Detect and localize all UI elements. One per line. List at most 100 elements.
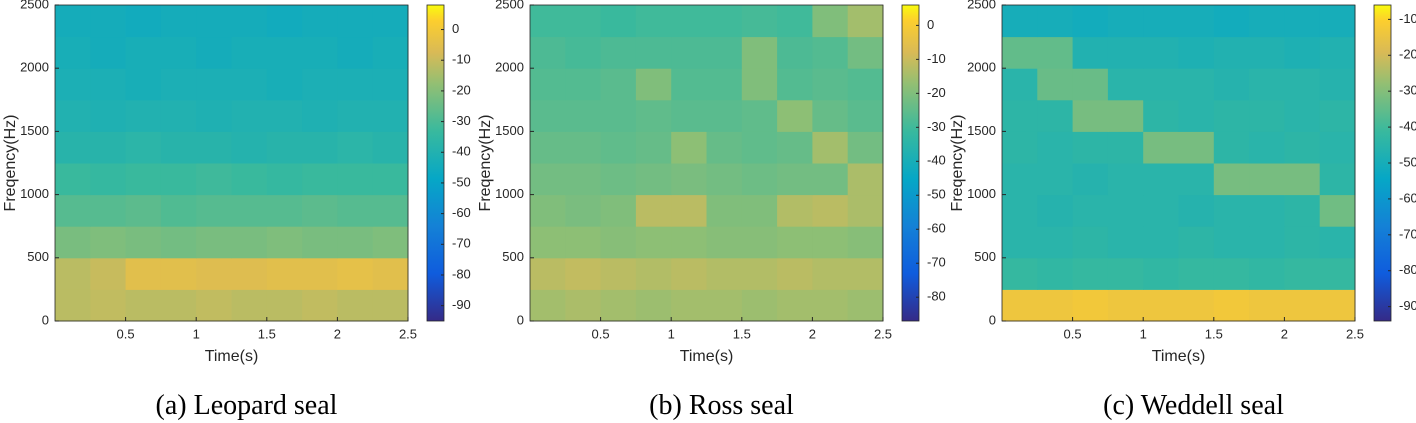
- heatmap-cell: [741, 163, 778, 196]
- heatmap-cell: [1037, 289, 1074, 322]
- colorbar-tick-label: -90: [1399, 298, 1416, 313]
- heatmap-cell: [1107, 131, 1144, 164]
- y-tick-label: 2000: [495, 60, 524, 75]
- heatmap-cell: [266, 226, 303, 259]
- heatmap-cell: [741, 99, 778, 132]
- heatmap-cell: [812, 131, 849, 164]
- heatmap-cell: [1178, 131, 1215, 164]
- heatmap-cell: [635, 68, 672, 101]
- heatmap-cell: [812, 257, 849, 290]
- heatmap-cell: [530, 68, 566, 101]
- heatmap-cell: [706, 194, 743, 227]
- heatmap-cell: [1107, 289, 1144, 322]
- heatmap-cell: [1249, 5, 1285, 38]
- colorbar-tick-label: -60: [1399, 190, 1416, 205]
- heatmap-cell: [530, 163, 566, 196]
- heatmap-cell: [160, 226, 197, 259]
- heatmap-cell: [635, 131, 672, 164]
- colorbar-tick-label: -10: [927, 51, 946, 66]
- heatmap-cell: [1143, 289, 1179, 322]
- heatmap-cell: [1319, 68, 1356, 101]
- heatmap-cell: [1143, 257, 1179, 290]
- heatmap-cell: [777, 226, 813, 259]
- heatmap-cell: [1107, 68, 1144, 101]
- heatmap-cell: [266, 36, 303, 69]
- heatmap-cell: [565, 68, 602, 101]
- heatmap-cell: [160, 163, 197, 196]
- heatmap-cell: [1002, 131, 1038, 164]
- heatmap-cell: [1319, 226, 1356, 259]
- heatmap-cell: [266, 99, 303, 132]
- colorbar-tick-label: 0: [927, 17, 934, 32]
- heatmap-cell: [1037, 5, 1074, 38]
- heatmap-cell: [777, 68, 813, 101]
- heatmap-cell: [671, 257, 707, 290]
- heatmap-cell: [1249, 99, 1285, 132]
- heatmap-cell: [1072, 99, 1109, 132]
- heatmap-cell: [1319, 194, 1356, 227]
- heatmap-cell: [160, 5, 197, 38]
- heatmap-cell: [565, 226, 602, 259]
- heatmap-cell: [706, 163, 743, 196]
- heatmap-cell: [600, 226, 637, 259]
- caption: (b) Ross seal: [649, 390, 794, 421]
- heatmap-cell: [1037, 68, 1074, 101]
- heatmap-cell: [1213, 194, 1250, 227]
- heatmap-cell: [1284, 257, 1321, 290]
- heatmap-cell: [1072, 226, 1109, 259]
- heatmap-cell: [1178, 68, 1215, 101]
- heatmap-cell: [302, 131, 338, 164]
- x-tick-label: 1.5: [1205, 326, 1223, 341]
- heatmap-cell: [600, 68, 637, 101]
- heatmap-cell: [160, 257, 197, 290]
- heatmap-cell: [302, 194, 338, 227]
- heatmap-cell: [1178, 36, 1215, 69]
- heatmap-cell: [1213, 163, 1250, 196]
- heatmap-cell: [90, 289, 127, 322]
- colorbar-tick-label: -40: [927, 153, 946, 168]
- heatmap-cell: [1002, 36, 1038, 69]
- heatmap-cell: [706, 5, 743, 38]
- heatmap-cell: [1284, 194, 1321, 227]
- heatmap-cell: [372, 226, 409, 259]
- heatmap-cell: [55, 36, 91, 69]
- heatmap-cell: [372, 194, 409, 227]
- heatmap-cell: [635, 163, 672, 196]
- heatmap-cell: [160, 194, 197, 227]
- colorbar-tick-label: -40: [1399, 119, 1416, 134]
- heatmap-cell: [372, 289, 409, 322]
- heatmap-cell: [90, 99, 127, 132]
- heatmap-cell: [55, 99, 91, 132]
- heatmap-cell: [671, 163, 707, 196]
- heatmap-cell: [812, 36, 849, 69]
- heatmap-cell: [530, 5, 566, 38]
- heatmap-cell: [777, 257, 813, 290]
- heatmap-cell: [337, 36, 374, 69]
- heatmap-cell: [1072, 289, 1109, 322]
- colorbar-tick-label: 0: [452, 21, 459, 36]
- heatmap-cell: [1319, 257, 1356, 290]
- heatmap-cell: [706, 257, 743, 290]
- heatmap-cell: [266, 194, 303, 227]
- heatmap-cell: [600, 36, 637, 69]
- heatmap-cell: [55, 194, 91, 227]
- heatmap-cell: [160, 36, 197, 69]
- heatmap-cell: [1143, 194, 1179, 227]
- y-tick-label: 500: [27, 249, 49, 264]
- heatmap-cell: [1319, 163, 1356, 196]
- heatmap-cell: [1107, 257, 1144, 290]
- heatmap-cell: [565, 99, 602, 132]
- x-axis-label: Time(s): [680, 348, 734, 365]
- heatmap-cell: [90, 131, 127, 164]
- heatmap-cell: [1037, 99, 1074, 132]
- heatmap-cell: [1284, 68, 1321, 101]
- heatmap-cell: [565, 5, 602, 38]
- colorbar: [426, 4, 445, 322]
- heatmap-cell: [1107, 163, 1144, 196]
- heatmap-cell: [1249, 68, 1285, 101]
- heatmap-cell: [1002, 68, 1038, 101]
- heatmap-cell: [55, 289, 91, 322]
- heatmap-cell: [1249, 131, 1285, 164]
- heatmap-cell: [90, 194, 127, 227]
